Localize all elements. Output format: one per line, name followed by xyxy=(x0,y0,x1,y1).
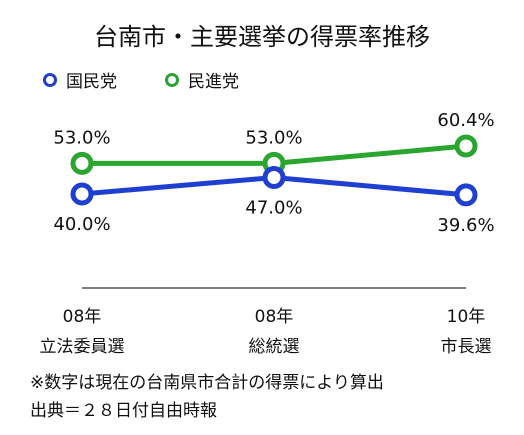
x-tick-label-line1: 08年 xyxy=(255,307,294,327)
data-point xyxy=(454,183,478,207)
legend-item: 民進党 xyxy=(165,72,239,92)
legend-label: 国民党 xyxy=(66,72,117,92)
x-tick-label-line2: 市長選 xyxy=(441,337,492,357)
data-point xyxy=(70,182,94,206)
x-tick-label-line1: 08年 xyxy=(63,307,102,327)
source-note: 出典＝２８日付自由時報 xyxy=(30,401,217,421)
data-label: 53.0% xyxy=(245,127,302,148)
legend-label: 民進党 xyxy=(188,72,239,92)
legend-item: 国民党 xyxy=(43,72,117,92)
data-point xyxy=(262,166,286,189)
data-label: 40.0% xyxy=(53,214,110,235)
series-layer xyxy=(70,134,478,207)
chart-title: 台南市・主要選挙の得票率推移 xyxy=(94,23,430,51)
line-chart: 台南市・主要選挙の得票率推移 国民党 民進党 40.0% 47.0% 39.6% 53.… xyxy=(40,23,495,357)
x-tick-label-line1: 10年 xyxy=(447,307,486,327)
data-point xyxy=(454,134,478,158)
legend-marker xyxy=(43,73,57,87)
data-point xyxy=(70,151,94,175)
data-label: 47.0% xyxy=(245,198,302,219)
footnote: ※数字は現在の台南県市合計の得票により算出 xyxy=(30,373,384,393)
x-tick-label-line2: 立法委員選 xyxy=(40,337,125,357)
legend: 国民党 民進党 xyxy=(43,72,239,92)
legend-marker xyxy=(165,73,179,87)
data-label: 53.0% xyxy=(53,127,110,148)
x-tick-label-line2: 総統選 xyxy=(249,337,300,357)
data-labels: 40.0% 47.0% 39.6% 53.0% 53.0% 60.4% xyxy=(53,110,494,236)
data-label: 39.6% xyxy=(437,215,494,236)
data-label: 60.4% xyxy=(437,110,494,131)
